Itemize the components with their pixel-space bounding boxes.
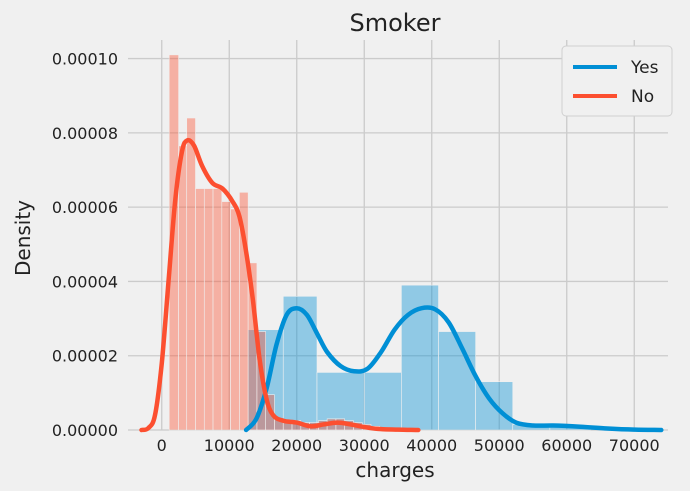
kde-line-no (139, 137, 421, 433)
x-tick-label: 10000 (204, 436, 255, 455)
x-tick-label: 50000 (474, 436, 525, 455)
x-tick-label: 70000 (609, 436, 660, 455)
hist-bar-yes (316, 372, 365, 431)
hist-bar-no (221, 201, 231, 431)
hist-bar-no (212, 188, 223, 431)
kde-lines (139, 137, 664, 433)
y-tick-label: 0.00000 (52, 421, 118, 440)
hist-bar-no (186, 117, 196, 431)
y-tick-label: 0.00008 (52, 124, 118, 143)
x-tick-label: 20000 (271, 436, 322, 455)
legend-label-yes: Yes (630, 58, 659, 78)
x-tick-label: 0 (157, 436, 167, 455)
hist-bar-no (230, 208, 240, 431)
legend: Yes No (561, 45, 673, 117)
hist-bar-no (178, 145, 188, 431)
x-tick-labels: 0 10000 20000 30000 40000 50000 60000 70000 (157, 436, 660, 455)
y-axis-title: Density (11, 200, 35, 276)
hist-bar-no (203, 188, 214, 431)
legend-label-no: No (631, 87, 654, 107)
y-tick-label: 0.00010 (52, 50, 118, 69)
x-axis-title: charges (355, 458, 434, 482)
hist-bar-yes (363, 372, 402, 431)
x-tick-label: 30000 (339, 436, 390, 455)
y-tick-label: 0.00006 (52, 198, 118, 217)
x-tick-label: 60000 (541, 436, 592, 455)
y-tick-labels: 0.00000 0.00002 0.00004 0.00006 0.00008 0.000… (52, 50, 118, 440)
hist-bar-no (195, 188, 205, 431)
chart-title: Smoker (350, 9, 441, 37)
x-tick-label: 40000 (406, 436, 457, 455)
legend-box (561, 45, 673, 117)
y-tick-label: 0.00004 (52, 272, 118, 291)
y-tick-label: 0.00002 (52, 347, 118, 366)
hist-bar-yes (438, 331, 476, 431)
kde-line-yes (243, 305, 664, 433)
histogram-bars (168, 54, 591, 431)
